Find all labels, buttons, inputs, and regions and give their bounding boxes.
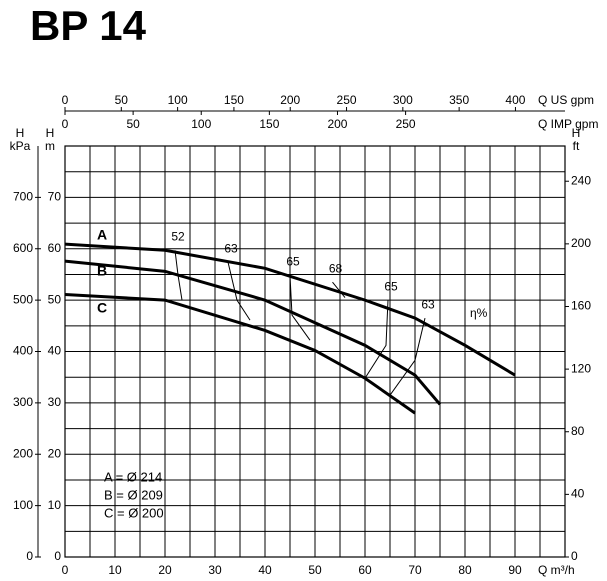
y-tick-label: 70 [48, 190, 62, 204]
ft-tick-label: 80 [571, 424, 585, 438]
x-tick-label: 40 [258, 563, 272, 577]
efficiency-label: 52 [171, 229, 185, 243]
efficiency-curve [332, 281, 346, 298]
y-tick-label: 50 [48, 292, 62, 306]
y-axis-label: m [45, 139, 55, 153]
plot-frame [64, 145, 566, 558]
kpa-tick-label: 200 [13, 446, 33, 460]
imp-gpm-tick-label: 200 [327, 117, 347, 131]
imp-gpm-tick-label: 0 [62, 117, 69, 131]
kpa-axis-label: kPa [10, 139, 31, 153]
us-gpm-tick-label: 400 [505, 93, 525, 107]
imp-gpm-tick-label: 150 [259, 117, 279, 131]
pump-curve [64, 292, 416, 415]
efficiency-label: 63 [421, 297, 435, 311]
kpa-tick-label: 600 [13, 241, 33, 255]
legend-text: B = Ø 209 [104, 487, 163, 502]
efficiency-label: 65 [384, 279, 398, 293]
efficiency-curve [389, 317, 426, 396]
y-tick-label: 10 [48, 498, 62, 512]
ft-tick-label: 40 [571, 487, 585, 501]
efficiency-curve [364, 300, 389, 379]
kpa-tick-label: 400 [13, 344, 33, 358]
us-gpm-tick-label: 150 [224, 93, 244, 107]
x-tick-label: 90 [508, 563, 522, 577]
ft-axis-label: H [572, 126, 581, 140]
efficiency-label: 68 [329, 261, 343, 275]
x-tick-label: 20 [158, 563, 172, 577]
y-tick-label: 60 [48, 241, 62, 255]
chart-title: BP 14 [30, 2, 147, 49]
y-tick-label: 0 [54, 549, 61, 563]
x-tick-label: 70 [408, 563, 422, 577]
ft-tick-label: 240 [571, 173, 591, 187]
us-gpm-tick-label: 300 [393, 93, 413, 107]
ft-axis-label: ft [573, 139, 580, 153]
efficiency-axis-label: η% [470, 306, 488, 320]
kpa-tick-label: 100 [13, 498, 33, 512]
ft-tick-label: 120 [571, 361, 591, 375]
y-axis-label: H [46, 126, 55, 140]
imp-gpm-tick-label: 250 [396, 117, 416, 131]
x-tick-label: 0 [62, 563, 69, 577]
y-tick-label: 30 [48, 395, 62, 409]
y-tick-label: 40 [48, 344, 62, 358]
x-tick-label: 50 [308, 563, 322, 577]
efficiency-label: 63 [224, 241, 238, 255]
x-axis-label: Q m³/h [538, 563, 575, 577]
kpa-tick-label: 700 [13, 190, 33, 204]
us-gpm-tick-label: 100 [168, 93, 188, 107]
imp-gpm-tick-label: 100 [191, 117, 211, 131]
efficiency-label: 65 [286, 255, 300, 269]
curve-label: A [97, 227, 107, 243]
y-tick-label: 20 [48, 446, 62, 460]
curve-label: C [97, 300, 107, 316]
legend-text: C = Ø 200 [104, 505, 164, 520]
x-tick-label: 60 [358, 563, 372, 577]
curve-label: B [97, 263, 107, 279]
us-gpm-axis-label: Q US gpm [538, 93, 594, 107]
us-gpm-tick-label: 0 [62, 93, 69, 107]
x-tick-label: 10 [108, 563, 122, 577]
us-gpm-tick-label: 350 [449, 93, 469, 107]
efficiency-curve [227, 261, 251, 321]
us-gpm-tick-label: 250 [337, 93, 357, 107]
us-gpm-tick-label: 200 [280, 93, 300, 107]
kpa-tick-label: 500 [13, 292, 33, 306]
kpa-axis-label: H [16, 126, 25, 140]
legend-text: A = Ø 214 [104, 469, 162, 484]
x-tick-label: 30 [208, 563, 222, 577]
imp-gpm-axis-label: Q IMP gpm [538, 117, 598, 131]
ft-tick-label: 160 [571, 299, 591, 313]
imp-gpm-tick-label: 50 [126, 117, 140, 131]
kpa-tick-label: 0 [26, 549, 33, 563]
us-gpm-tick-label: 50 [115, 93, 129, 107]
ft-tick-label: 0 [571, 549, 578, 563]
ft-tick-label: 200 [571, 236, 591, 250]
pump-curve [64, 242, 516, 377]
pump-curve [64, 259, 442, 406]
kpa-tick-label: 300 [13, 395, 33, 409]
x-tick-label: 80 [458, 563, 472, 577]
efficiency-curve [289, 275, 311, 341]
